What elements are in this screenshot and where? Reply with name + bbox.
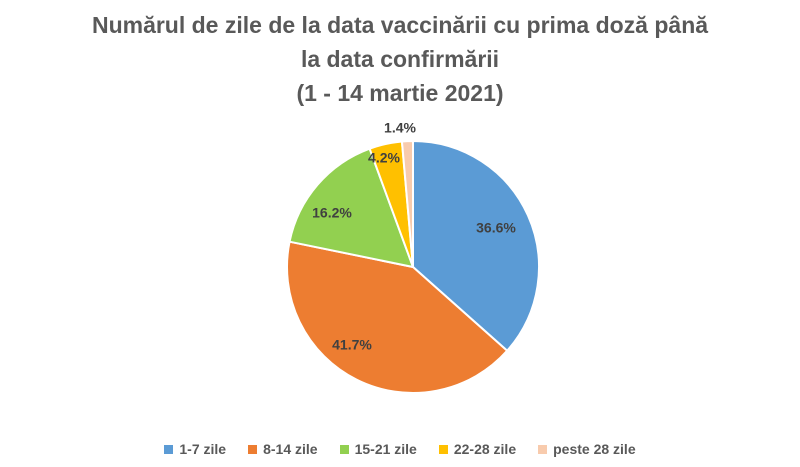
legend-label: 1-7 zile [179, 441, 227, 457]
data-label-4: 4.2% [368, 150, 400, 166]
data-label-2: 41.7% [332, 337, 372, 353]
legend-item-2: 8-14 zile [248, 441, 318, 457]
legend-label: peste 28 zile [553, 441, 636, 457]
chart-title-line-3: (1 - 14 martie 2021) [296, 80, 504, 106]
legend-swatch [248, 444, 258, 454]
pie-slice-2 [286, 240, 509, 394]
legend-swatch [538, 444, 548, 454]
pie-slice-1 [412, 140, 540, 352]
data-label-1: 36.6% [476, 220, 516, 236]
legend-item-5: peste 28 zile [538, 441, 636, 457]
legend-swatch [164, 444, 174, 454]
legend-swatch [438, 444, 448, 454]
pie-slice-5 [400, 140, 414, 268]
legend-label: 8-14 zile [263, 441, 318, 457]
chart-title-line-2: la data confirmării [300, 46, 500, 72]
chart-title: Numărul de zile de la data vaccinării cu… [0, 8, 800, 110]
data-label-3: 16.2% [312, 205, 352, 221]
chart-legend: 1-7 zile 8-14 zile 15-21 zile 22-28 zile pes… [0, 441, 800, 457]
legend-item-1: 1-7 zile [164, 441, 226, 457]
legend-swatch [339, 444, 349, 454]
chart-title-line-1: Numărul de zile de la data vaccinării cu… [91, 12, 709, 38]
legend-item-4: 22-28 zile [438, 441, 517, 457]
legend-label: 15-21 zile [354, 441, 417, 457]
pie-slice-3 [288, 147, 414, 268]
legend-item-3: 15-21 zile [339, 441, 417, 457]
data-label-5: 1.4% [384, 120, 416, 136]
legend-label: 22-28 zile [453, 441, 517, 457]
